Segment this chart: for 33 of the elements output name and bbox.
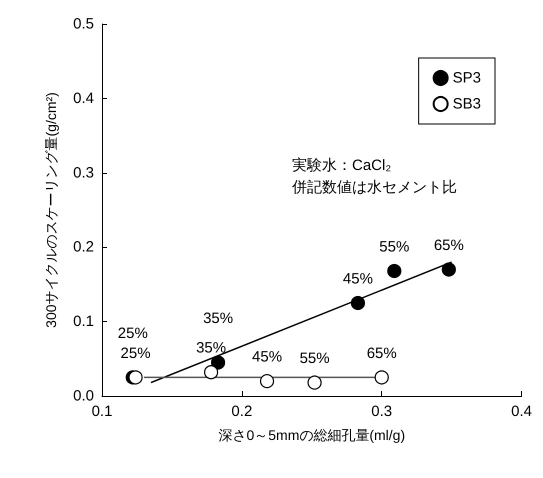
annotation: 35% — [203, 310, 234, 328]
y-tick-label: 0.0 — [73, 388, 94, 404]
annotation: 25% — [120, 344, 151, 362]
x-axis-title: 深さ0～5mmの総細孔量(ml/g) — [218, 427, 406, 443]
point — [350, 296, 366, 310]
annotation: 55% — [379, 238, 410, 256]
annotation: 45% — [342, 270, 373, 288]
y-tick-label: 0.3 — [73, 164, 94, 182]
y-tick-label: 0.1 — [73, 313, 94, 330]
y-tick-label: 0.4 — [73, 90, 94, 107]
point — [442, 262, 456, 277]
annotation: 併記数値は水セメント比 — [291, 179, 457, 196]
annotation: 25% — [118, 324, 148, 342]
x-tick-label: 0.1 — [92, 403, 112, 420]
point — [210, 355, 226, 370]
annotation: 35% — [196, 340, 226, 357]
annotation: 実験水：CaCl₂ — [292, 157, 392, 174]
point — [374, 370, 389, 384]
legend-label: SB3 — [452, 96, 482, 112]
annotation: 55% — [300, 350, 330, 368]
point — [387, 264, 402, 278]
y-tick-label: 0.2 — [73, 238, 94, 256]
point — [128, 370, 143, 384]
point — [260, 374, 274, 388]
y-axis-title: 300サイクルのスケーリング量(g/cm²) — [43, 92, 59, 328]
annotation: 45% — [252, 348, 282, 366]
annotation: 65% — [366, 344, 397, 362]
x-tick-label: 0.3 — [371, 403, 392, 420]
x-tick-label: 0.2 — [231, 403, 252, 420]
legend-label: SP3 — [452, 70, 482, 86]
annotation: 65% — [434, 237, 464, 254]
y-tick-label: 0.5 — [73, 16, 94, 32]
x-tick-label: 0.4 — [511, 403, 532, 420]
